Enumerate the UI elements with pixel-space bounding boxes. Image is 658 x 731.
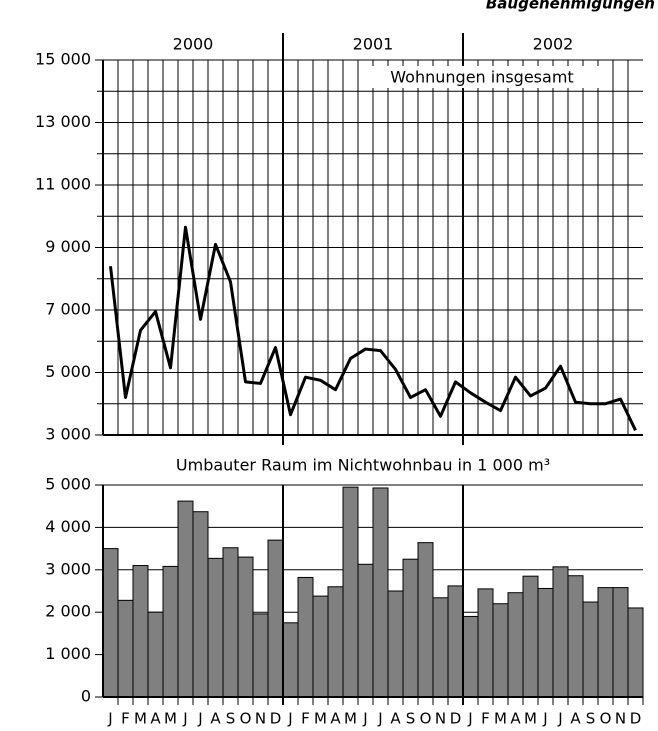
x-tick-label: J bbox=[362, 710, 367, 728]
bar bbox=[477, 588, 494, 698]
year-label: 2002 bbox=[533, 35, 574, 54]
bar bbox=[492, 603, 509, 698]
x-tick-label: D bbox=[630, 710, 642, 728]
y-tick-label: 13 000 bbox=[35, 112, 91, 131]
bar bbox=[537, 587, 554, 698]
title-bg bbox=[140, 452, 520, 478]
bar bbox=[252, 613, 269, 698]
x-tick-label: S bbox=[226, 710, 236, 728]
x-tick-label: M bbox=[134, 710, 147, 728]
x-tick-label: J bbox=[182, 710, 187, 728]
x-tick-label: A bbox=[330, 710, 341, 728]
y-tick-label: 1 000 bbox=[45, 644, 91, 663]
bar bbox=[627, 607, 644, 698]
x-tick-label: A bbox=[150, 710, 161, 728]
x-tick-label: F bbox=[301, 710, 310, 728]
y-tick-label: 2 000 bbox=[45, 602, 91, 621]
y-tick-label: 11 000 bbox=[35, 175, 91, 194]
bar bbox=[402, 558, 419, 698]
bar bbox=[312, 595, 329, 698]
x-tick-label: J bbox=[197, 710, 202, 728]
bar bbox=[432, 597, 449, 698]
bar bbox=[177, 500, 194, 698]
x-tick-label: O bbox=[600, 710, 612, 728]
bar bbox=[612, 587, 629, 698]
x-tick-label: J bbox=[287, 710, 292, 728]
x-tick-label: F bbox=[121, 710, 130, 728]
y-tick-label: 3 000 bbox=[45, 559, 91, 578]
year-label: 2001 bbox=[353, 35, 394, 54]
x-tick-label: D bbox=[270, 710, 282, 728]
x-tick-label: A bbox=[390, 710, 401, 728]
bar bbox=[387, 590, 404, 698]
bar bbox=[132, 565, 149, 698]
x-tick-label: A bbox=[510, 710, 521, 728]
x-tick-label: A bbox=[210, 710, 221, 728]
panel-title: Umbauter Raum im Nichtwohnbau in 1 000 m… bbox=[176, 456, 550, 475]
bar bbox=[282, 622, 299, 698]
x-tick-label: O bbox=[420, 710, 432, 728]
annotation: Wohnungen insgesamt bbox=[390, 68, 573, 87]
x-tick-label: O bbox=[240, 710, 252, 728]
bar bbox=[147, 611, 164, 698]
x-tick-label: N bbox=[255, 710, 266, 728]
x-tick-label: J bbox=[467, 710, 472, 728]
y-tick-label: 15 000 bbox=[35, 50, 91, 69]
x-tick-label: J bbox=[107, 710, 112, 728]
x-tick-label: D bbox=[450, 710, 462, 728]
y-tick-label: 5 000 bbox=[45, 362, 91, 381]
x-tick-label: J bbox=[542, 710, 547, 728]
bar bbox=[207, 557, 224, 698]
bar bbox=[567, 575, 584, 698]
bar bbox=[297, 576, 314, 698]
bar bbox=[462, 615, 479, 698]
bar bbox=[327, 586, 344, 698]
bar bbox=[357, 563, 374, 698]
x-tick-label: N bbox=[435, 710, 446, 728]
x-tick-label: N bbox=[615, 710, 626, 728]
y-tick-label: 4 000 bbox=[45, 517, 91, 536]
bar bbox=[372, 487, 389, 698]
bar bbox=[552, 566, 569, 698]
y-tick-label: 3 000 bbox=[45, 425, 91, 444]
bar bbox=[522, 575, 539, 698]
x-tick-label: A bbox=[570, 710, 581, 728]
annotation-bg bbox=[362, 66, 602, 88]
x-tick-label: F bbox=[481, 710, 490, 728]
data-line bbox=[109, 225, 637, 431]
chart-title: Baugenehmigungen bbox=[486, 0, 655, 13]
bar bbox=[267, 539, 284, 698]
year-label: 2000 bbox=[173, 35, 214, 54]
x-tick-label: M bbox=[494, 710, 507, 728]
y-tick-label: 0 bbox=[81, 687, 91, 706]
x-tick-label: M bbox=[524, 710, 537, 728]
x-tick-label: J bbox=[377, 710, 382, 728]
bar bbox=[237, 556, 254, 698]
bar bbox=[447, 585, 464, 698]
bar bbox=[507, 592, 524, 698]
bar bbox=[162, 565, 179, 698]
bar bbox=[192, 511, 209, 698]
y-tick-label: 5 000 bbox=[45, 475, 91, 494]
bar bbox=[582, 601, 599, 698]
y-tick-label: 7 000 bbox=[45, 300, 91, 319]
x-tick-label: M bbox=[344, 710, 357, 728]
x-tick-label: S bbox=[406, 710, 416, 728]
bar bbox=[102, 548, 119, 698]
x-tick-label: J bbox=[557, 710, 562, 728]
bar bbox=[117, 599, 134, 698]
bar bbox=[222, 547, 239, 698]
bar bbox=[597, 587, 614, 698]
x-tick-label: M bbox=[314, 710, 327, 728]
x-tick-label: S bbox=[586, 710, 596, 728]
bar bbox=[417, 542, 434, 698]
bar bbox=[342, 486, 359, 698]
x-tick-label: M bbox=[164, 710, 177, 728]
y-tick-label: 9 000 bbox=[45, 237, 91, 256]
